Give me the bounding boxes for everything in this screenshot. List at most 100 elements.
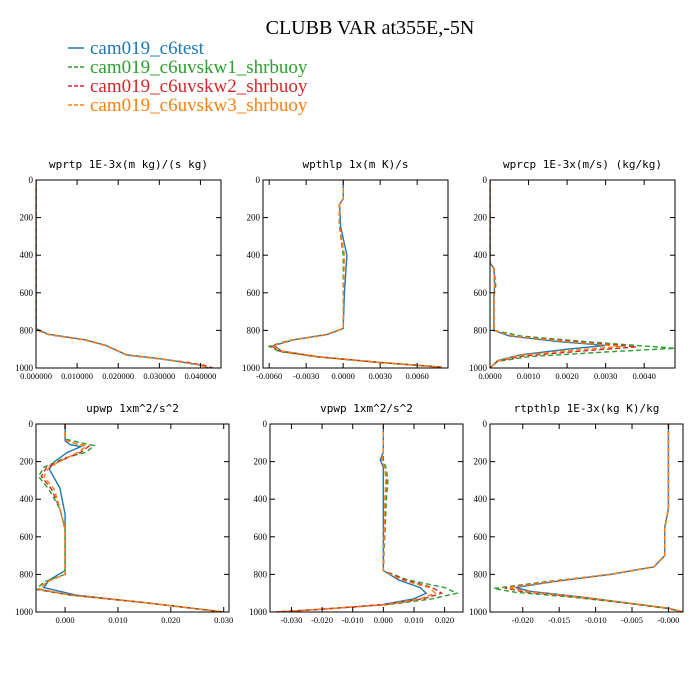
y-tick-label: 0 bbox=[256, 175, 261, 185]
y-tick-label: 800 bbox=[247, 325, 261, 335]
panel-title: rtpthlp 1E-3x(kg K)/kg bbox=[514, 402, 660, 415]
x-tick-label: 0.040000 bbox=[185, 371, 217, 381]
series-line bbox=[36, 424, 224, 612]
x-tick-label: -0.020 bbox=[311, 615, 333, 625]
y-tick-label: 800 bbox=[20, 325, 34, 335]
legend-label: cam019_c6test bbox=[90, 38, 205, 59]
series-line bbox=[36, 180, 209, 368]
x-tick-label: 0.000 bbox=[374, 615, 393, 625]
y-tick-label: 200 bbox=[474, 457, 488, 467]
panel-title: upwp 1xm^2/s^2 bbox=[86, 402, 179, 415]
x-tick-label: 0.010000 bbox=[61, 371, 93, 381]
y-tick-label: 0 bbox=[29, 419, 34, 429]
series-group bbox=[36, 424, 224, 612]
series-line bbox=[490, 180, 606, 368]
y-tick-label: 400 bbox=[474, 250, 488, 260]
legend: cam019_c6testcam019_c6uvskw1_shrbuoycam0… bbox=[68, 38, 308, 116]
series-group bbox=[276, 424, 460, 612]
y-tick-label: 1000 bbox=[249, 607, 268, 617]
series-group bbox=[493, 424, 683, 612]
y-tick-label: 600 bbox=[474, 532, 488, 542]
panel-title: vpwp 1xm^2/s^2 bbox=[320, 402, 413, 415]
series-line bbox=[515, 424, 683, 612]
plot-frame bbox=[35, 179, 222, 369]
series-line bbox=[271, 180, 442, 368]
plot-frame bbox=[269, 423, 464, 613]
y-tick-label: 800 bbox=[474, 325, 488, 335]
chart-panel: wpthlp 1x(m K)/s 0 200 400 600 800 1000-0.0060… bbox=[242, 158, 449, 381]
series-line bbox=[38, 424, 224, 612]
y-tick-label: 0 bbox=[263, 419, 268, 429]
legend-entry: cam019_c6uvskw2_shrbuoy bbox=[68, 76, 308, 97]
x-tick-label: -0.030 bbox=[280, 615, 302, 625]
x-tick-label: -0.015 bbox=[548, 615, 570, 625]
series-line bbox=[276, 424, 444, 612]
chart-panel: wprtp 1E-3x(m kg)/(s kg) 0 200 400 600 800 100… bbox=[15, 158, 222, 381]
y-tick-label: 1000 bbox=[242, 363, 261, 373]
plot-frame bbox=[262, 179, 449, 369]
series-line bbox=[490, 180, 622, 368]
series-line bbox=[42, 424, 224, 612]
y-tick-label: 600 bbox=[20, 288, 34, 298]
panel-title: wprtp 1E-3x(m kg)/(s kg) bbox=[49, 158, 208, 171]
series-line bbox=[490, 180, 637, 368]
series-line bbox=[276, 424, 437, 612]
x-tick-label: 0.0000 bbox=[478, 371, 501, 381]
series-line bbox=[493, 424, 683, 612]
x-tick-label: 0.0020 bbox=[555, 371, 578, 381]
x-tick-label: -0.010 bbox=[585, 615, 607, 625]
series-group bbox=[36, 180, 214, 368]
y-tick-label: 200 bbox=[20, 213, 34, 223]
x-tick-label: 0.0030 bbox=[594, 371, 617, 381]
y-tick-label: 200 bbox=[247, 213, 261, 223]
series-line bbox=[269, 180, 442, 368]
y-tick-label: 1000 bbox=[469, 607, 488, 617]
plot-frame bbox=[35, 423, 230, 613]
legend-label: cam019_c6uvskw2_shrbuoy bbox=[90, 76, 308, 97]
x-tick-label: 0.0040 bbox=[632, 371, 655, 381]
panel-title: wpthlp 1x(m K)/s bbox=[303, 158, 409, 171]
y-tick-label: 800 bbox=[474, 569, 488, 579]
y-tick-label: 600 bbox=[20, 532, 34, 542]
y-tick-label: 0 bbox=[483, 175, 488, 185]
x-tick-label: 0.010 bbox=[108, 615, 127, 625]
series-line bbox=[508, 424, 683, 612]
y-tick-label: 200 bbox=[474, 213, 488, 223]
series-group bbox=[490, 180, 675, 368]
x-tick-label: 0.000000 bbox=[20, 371, 52, 381]
chart-panel: vpwp 1xm^2/s^2 0 200 400 600 800 1000 -0.030 -0.… bbox=[249, 402, 464, 625]
y-tick-label: 600 bbox=[247, 288, 261, 298]
legend-entry: cam019_c6uvskw1_shrbuoy bbox=[68, 57, 308, 78]
x-tick-label: -0.0030 bbox=[293, 371, 319, 381]
y-tick-label: 200 bbox=[20, 457, 34, 467]
series-group bbox=[267, 180, 442, 368]
y-tick-label: 200 bbox=[254, 457, 268, 467]
chart-panel: upwp 1xm^2/s^2 0 200 400 600 800 1000 0.000 0.01… bbox=[15, 402, 233, 625]
x-tick-label: -0.020 bbox=[512, 615, 534, 625]
legend-entry: cam019_c6uvskw3_shrbuoy bbox=[68, 95, 308, 116]
legend-entry: cam019_c6test bbox=[68, 38, 205, 59]
y-tick-label: 400 bbox=[474, 494, 488, 504]
x-tick-label: 0.0030 bbox=[368, 371, 391, 381]
y-tick-label: 1000 bbox=[15, 607, 34, 617]
plot-frame bbox=[489, 179, 676, 369]
y-tick-label: 0 bbox=[483, 419, 488, 429]
y-tick-label: 0 bbox=[29, 175, 34, 185]
x-tick-label: 0.020 bbox=[161, 615, 180, 625]
y-tick-label: 400 bbox=[20, 250, 34, 260]
x-tick-label: 0.000 bbox=[56, 615, 75, 625]
x-tick-label: -0.0060 bbox=[256, 371, 282, 381]
panels-container: wprtp 1E-3x(m kg)/(s kg) 0 200 400 600 800 100… bbox=[15, 158, 684, 625]
series-line bbox=[276, 424, 460, 612]
x-tick-label: 0.0000 bbox=[331, 371, 354, 381]
series-line bbox=[36, 180, 214, 368]
series-line bbox=[37, 424, 224, 612]
series-line bbox=[36, 180, 209, 368]
y-tick-label: 1000 bbox=[15, 363, 34, 373]
legend-label: cam019_c6uvskw3_shrbuoy bbox=[90, 95, 308, 116]
y-tick-label: 800 bbox=[20, 569, 34, 579]
y-tick-label: 400 bbox=[247, 250, 261, 260]
figure-title: CLUBB VAR at355E,-5N bbox=[266, 17, 475, 39]
chart-panel: wprcp 1E-3x(m/s) (kg/kg) 0 200 400 600 800 100… bbox=[469, 158, 676, 381]
